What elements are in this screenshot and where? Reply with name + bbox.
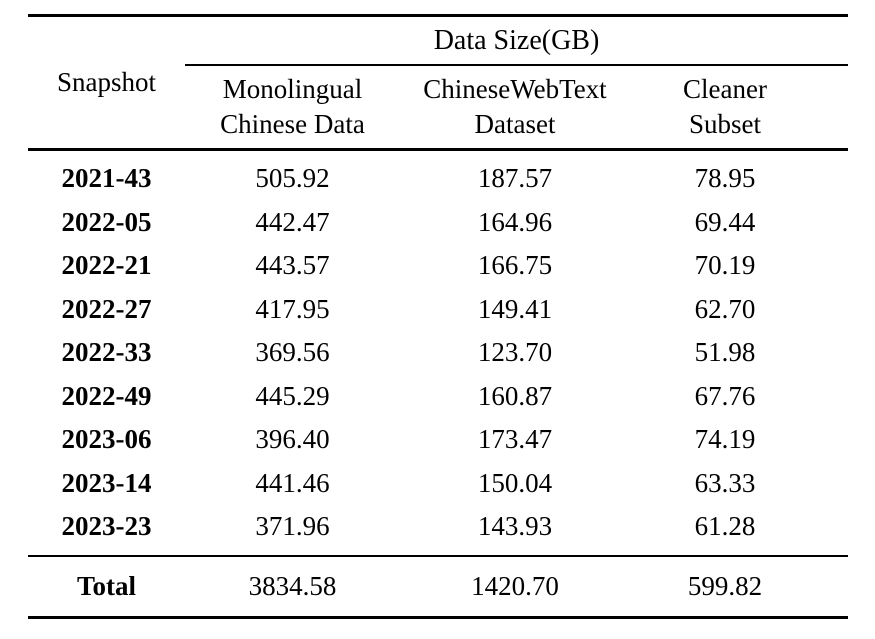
monolingual-cell: 441.46 — [255, 467, 330, 498]
group-header-label: Data Size(GB) — [433, 24, 600, 56]
table-row: 2023-14 441.46 150.04 63.33 — [28, 462, 848, 506]
cleaner-cell: 78.95 — [694, 163, 756, 194]
column-header-chinesewebtext: ChineseWebText Dataset — [400, 72, 630, 142]
column-headers-row: Monolingual Chinese Data ChineseWebText … — [185, 66, 848, 148]
snapshot-column-header: Snapshot — [56, 67, 156, 97]
cleaner-cell: 63.33 — [694, 467, 756, 498]
cleaner-cell: 61.28 — [694, 511, 756, 542]
group-header-row: Data Size(GB) — [185, 17, 848, 64]
total-chinesewebtext-cell: 1420.70 — [471, 570, 559, 601]
monolingual-cell: 443.57 — [255, 250, 330, 281]
column-header-cleaner: Cleaner Subset — [630, 72, 820, 142]
monolingual-cell: 371.96 — [255, 511, 330, 542]
monolingual-cell: 505.92 — [255, 163, 330, 194]
chinesewebtext-cell: 149.41 — [477, 293, 553, 324]
snapshot-cell: 2023-14 — [61, 467, 152, 498]
snapshot-column-header-cell: Snapshot — [28, 17, 185, 148]
table-rule-cmid — [185, 64, 848, 66]
snapshot-cell: 2023-23 — [61, 511, 152, 542]
column-header-monolingual: Monolingual Chinese Data — [185, 72, 400, 142]
cleaner-cell: 51.98 — [694, 337, 756, 368]
table-rule-bottom — [28, 615, 848, 619]
chinesewebtext-cell: 166.75 — [477, 250, 553, 281]
table-rule-header-bottom — [28, 148, 848, 151]
snapshot-cell: 2021-43 — [61, 163, 152, 194]
snapshot-cell: 2023-06 — [61, 424, 152, 455]
monolingual-cell: 445.29 — [255, 380, 330, 411]
table-header: Snapshot Data Size(GB) Monolingual Chine… — [28, 17, 848, 148]
cleaner-cell: 74.19 — [694, 424, 756, 455]
table-row: 2021-43 505.92 187.57 78.95 — [28, 157, 848, 201]
chinesewebtext-cell: 164.96 — [477, 206, 553, 237]
cleaner-cell: 62.70 — [694, 293, 756, 324]
table-rule-top — [28, 14, 848, 17]
monolingual-cell: 396.40 — [255, 424, 330, 455]
cleaner-cell: 67.76 — [694, 380, 756, 411]
monolingual-cell: 417.95 — [255, 293, 330, 324]
chinesewebtext-cell: 143.93 — [477, 511, 553, 542]
monolingual-cell: 442.47 — [255, 206, 330, 237]
cleaner-cell: 70.19 — [694, 250, 756, 281]
column-header-line: Chinese Data — [220, 109, 365, 139]
data-size-header-group: Data Size(GB) Monolingual Chinese Data C… — [185, 17, 848, 148]
data-size-table: Snapshot Data Size(GB) Monolingual Chine… — [28, 14, 848, 619]
table-row: 2022-33 369.56 123.70 51.98 — [28, 331, 848, 375]
snapshot-cell: 2022-27 — [61, 293, 152, 324]
table-body: 2021-43 505.92 187.57 78.95 2022-05 442.… — [28, 151, 848, 555]
snapshot-cell: 2022-05 — [61, 206, 152, 237]
total-label: Total — [76, 570, 137, 601]
column-header-line: Monolingual — [222, 74, 363, 104]
column-header-line: Dataset — [474, 109, 556, 139]
column-header-line: Subset — [688, 109, 761, 139]
table-row: 2023-06 396.40 173.47 74.19 — [28, 418, 848, 462]
table-row: 2023-23 371.96 143.93 61.28 — [28, 505, 848, 549]
column-header-line: Cleaner — [683, 74, 767, 104]
table-rule-above-total — [28, 554, 848, 557]
chinesewebtext-cell: 123.70 — [477, 337, 553, 368]
chinesewebtext-cell: 187.57 — [477, 163, 553, 194]
column-header-line: ChineseWebText — [423, 74, 607, 104]
chinesewebtext-cell: 150.04 — [477, 467, 553, 498]
table-row: 2022-21 443.57 166.75 70.19 — [28, 244, 848, 288]
cleaner-cell: 69.44 — [694, 206, 756, 237]
snapshot-cell: 2022-33 — [61, 337, 152, 368]
total-row: Total 3834.58 1420.70 599.82 — [28, 557, 848, 616]
table-row: 2022-49 445.29 160.87 67.76 — [28, 375, 848, 419]
chinesewebtext-cell: 173.47 — [477, 424, 553, 455]
table-row: 2022-27 417.95 149.41 62.70 — [28, 288, 848, 332]
total-cleaner-cell: 599.82 — [687, 570, 763, 601]
snapshot-cell: 2022-21 — [61, 250, 152, 281]
chinesewebtext-cell: 160.87 — [477, 380, 553, 411]
total-monolingual-cell: 3834.58 — [248, 570, 337, 601]
monolingual-cell: 369.56 — [255, 337, 330, 368]
snapshot-cell: 2022-49 — [61, 380, 152, 411]
table-row: 2022-05 442.47 164.96 69.44 — [28, 201, 848, 245]
